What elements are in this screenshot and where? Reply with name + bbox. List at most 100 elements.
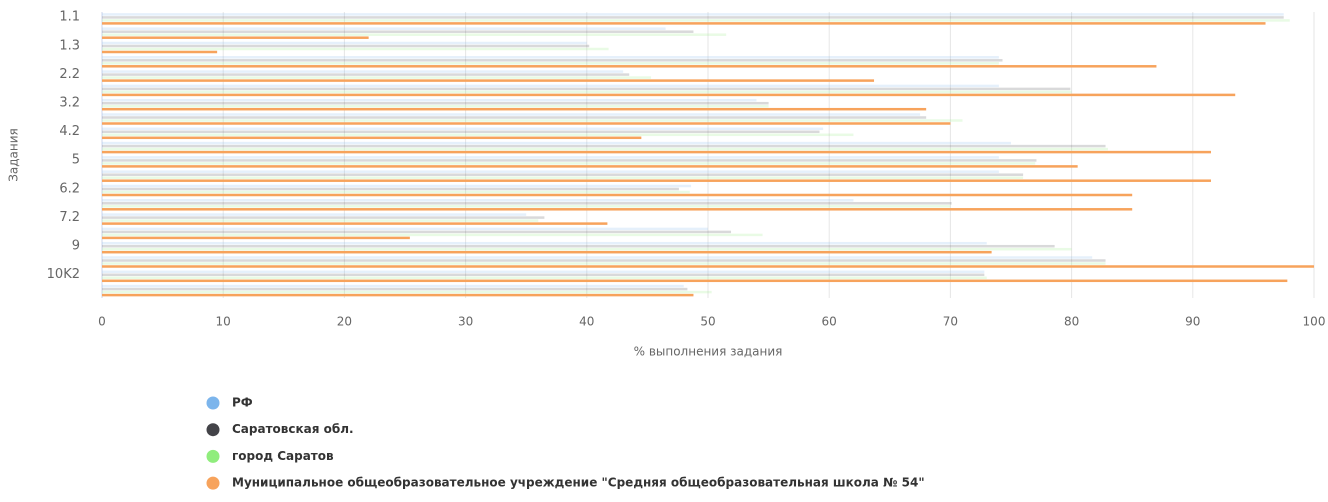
bar — [102, 156, 999, 159]
bar — [102, 127, 824, 131]
x-tick-label: 90 — [1185, 315, 1200, 329]
y-tick-label: 1.3 — [59, 38, 80, 53]
bar — [102, 50, 218, 54]
bar — [102, 284, 684, 288]
bar — [102, 84, 999, 88]
x-tick-label: 70 — [943, 315, 958, 329]
bar — [102, 133, 854, 137]
bar — [102, 290, 712, 294]
bar — [102, 147, 1108, 151]
bar — [102, 262, 1106, 265]
bar — [102, 41, 587, 45]
bar — [102, 205, 951, 208]
bar — [102, 98, 757, 102]
bar — [102, 173, 1024, 176]
bar — [102, 13, 1284, 16]
bar — [102, 136, 642, 140]
bar — [102, 293, 694, 297]
bar — [102, 199, 854, 202]
bar — [102, 256, 1093, 259]
bar — [102, 36, 369, 39]
bar — [102, 65, 1157, 68]
y-tick-label: 6.2 — [59, 181, 80, 196]
bar — [102, 62, 999, 65]
legend-label: Саратовская обл. — [232, 422, 354, 436]
bar — [102, 141, 1011, 145]
bar — [102, 116, 927, 119]
bar — [102, 276, 987, 280]
bar — [102, 176, 1024, 179]
bar — [102, 208, 1133, 211]
bar — [102, 165, 1078, 168]
x-tick-label: 30 — [458, 315, 473, 329]
y-tick-label: 5 — [72, 153, 80, 168]
y-axis-title: Задания — [7, 128, 21, 182]
bar — [102, 159, 1037, 162]
y-tick-label: 3.2 — [59, 95, 80, 110]
bar — [102, 190, 690, 194]
y-tick-label: 9 — [72, 238, 80, 253]
bar — [102, 119, 963, 122]
bar — [102, 47, 609, 51]
bar — [102, 265, 1314, 268]
bar — [102, 241, 987, 245]
bar — [102, 193, 1133, 197]
y-tick-label: 4.2 — [59, 124, 80, 139]
x-tick-label: 40 — [579, 315, 594, 329]
bar — [102, 122, 951, 125]
bar — [102, 104, 769, 108]
bar — [102, 19, 1290, 22]
bar — [102, 287, 688, 291]
bar — [102, 230, 732, 234]
bar — [102, 279, 1288, 283]
legend-label: город Саратов — [232, 449, 334, 463]
bar — [102, 76, 652, 79]
y-tick-label: 10K2 — [47, 267, 80, 282]
bar — [102, 87, 1071, 91]
bar — [102, 150, 1211, 154]
x-tick-label: 80 — [1064, 315, 1079, 329]
bar — [102, 184, 692, 188]
bar — [102, 222, 608, 225]
bar — [102, 216, 545, 219]
bar — [102, 179, 1211, 182]
bar — [102, 219, 539, 222]
y-tick-label: 7.2 — [59, 210, 80, 225]
bar — [102, 250, 992, 254]
x-tick-label: 60 — [822, 315, 837, 329]
bar — [102, 56, 999, 59]
bar — [102, 16, 1284, 19]
legend-marker — [206, 476, 220, 490]
y-tick-label: 2.2 — [59, 67, 80, 82]
bar — [102, 90, 1072, 94]
bar — [102, 244, 1055, 248]
bar — [102, 27, 666, 30]
bar — [102, 187, 679, 191]
bar — [102, 79, 875, 82]
bar — [102, 213, 527, 216]
bar — [102, 144, 1106, 148]
legend-marker — [206, 449, 220, 463]
legend-label: Муниципальное общеобразовательное учрежд… — [232, 476, 925, 490]
bar — [102, 44, 590, 48]
bar — [102, 73, 630, 76]
bar — [102, 101, 769, 105]
bar — [102, 59, 1003, 62]
bar — [102, 113, 921, 116]
bar — [102, 93, 1236, 97]
bar — [102, 170, 999, 173]
bar — [102, 227, 708, 231]
bar — [102, 236, 410, 240]
legend-marker — [206, 396, 220, 410]
bar — [102, 107, 927, 111]
bar — [102, 233, 763, 237]
x-tick-label: 100 — [1303, 315, 1326, 329]
x-tick-label: 50 — [700, 315, 715, 329]
legend-marker — [206, 423, 220, 437]
bar — [102, 162, 1036, 165]
x-axis-title: % выполнения задания — [634, 345, 783, 359]
x-tick-label: 10 — [216, 315, 231, 329]
bar — [102, 130, 820, 134]
bar — [102, 273, 985, 277]
